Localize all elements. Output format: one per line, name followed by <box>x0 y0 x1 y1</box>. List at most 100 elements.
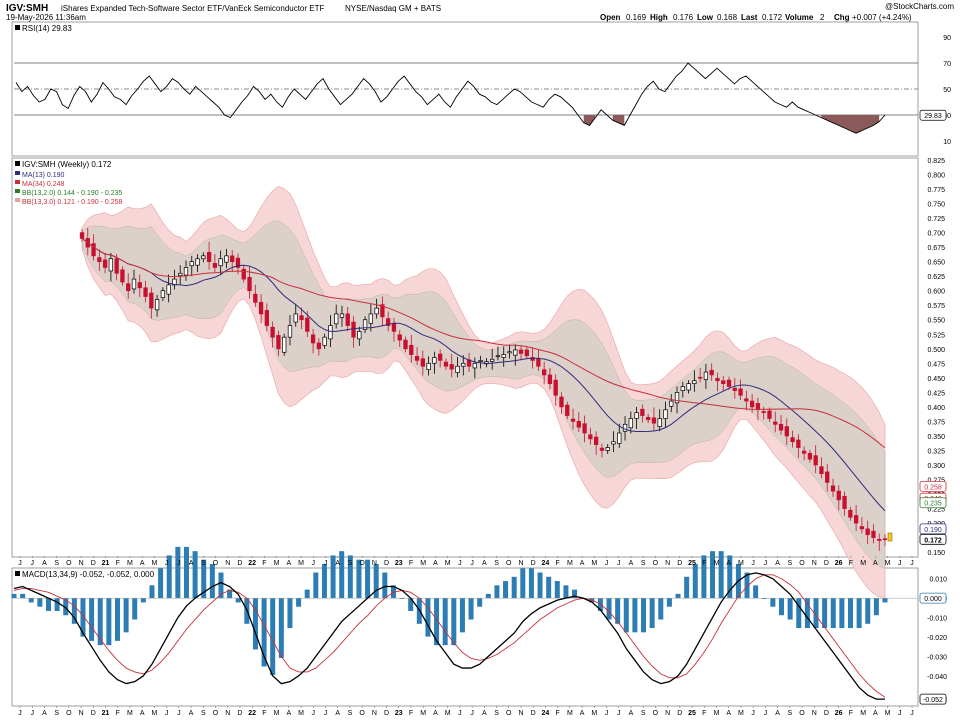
month-tick-label: O <box>66 710 72 717</box>
candle-body <box>79 232 85 239</box>
macd-histogram-bar <box>796 598 802 629</box>
month-tick-label: A <box>873 560 878 567</box>
candle-body <box>807 452 813 460</box>
month-tick-label: M <box>738 710 744 717</box>
macd-histogram-bar <box>330 555 336 599</box>
month-tick-label: D <box>237 710 242 717</box>
price-tick-label: 0.700 <box>927 231 945 238</box>
candle-body <box>518 349 524 354</box>
month-tick-label: S <box>641 560 646 567</box>
rsi-oversold-fill <box>612 115 625 126</box>
macd-tick-label: -0.020 <box>927 635 947 642</box>
candle-body <box>247 276 252 292</box>
macd-histogram-bar <box>252 598 258 650</box>
month-tick-label: M <box>274 560 280 567</box>
candle-body <box>409 344 414 355</box>
candle-body <box>230 255 235 263</box>
macd-histogram-bar <box>606 598 612 620</box>
candle-body <box>455 365 460 373</box>
macd-histogram-bar <box>45 598 51 611</box>
candle-body <box>345 313 350 326</box>
candle-body <box>206 252 212 263</box>
month-tick-label: D <box>384 710 389 717</box>
candle-body <box>391 323 397 332</box>
month-tick-label: D <box>824 710 829 717</box>
month-tick-label: J <box>751 560 755 567</box>
macd-histogram-bar <box>779 598 785 616</box>
macd-indicator: 0.010 0.000 -0.010 -0.020 -0.030 -0.040 -0.052… <box>11 546 947 705</box>
macd-legend-label: MACD(13,34,9) -0.052, -0.052, 0.000 <box>22 570 155 579</box>
price-tick-label: 0.325 <box>927 448 945 455</box>
low-label: Low <box>697 13 714 22</box>
last-label: Last <box>741 13 758 22</box>
month-tick-label: J <box>470 710 474 717</box>
macd-histogram-bar <box>649 598 655 629</box>
macd-histogram-bar <box>106 598 112 646</box>
month-tick-label: O <box>66 560 72 567</box>
candle-body <box>819 466 824 475</box>
candle-body <box>744 398 749 402</box>
candle-body <box>715 378 720 382</box>
macd-tick-label: -0.030 <box>927 654 947 661</box>
month-tick-label: A <box>140 560 145 567</box>
macd-histogram-bar <box>140 598 146 603</box>
price-tick-label: 0.775 <box>927 187 945 194</box>
month-tick-label: 25 <box>688 710 696 717</box>
month-tick-label: J <box>458 710 462 717</box>
open-label: Open <box>600 13 621 22</box>
price-tick-label: 0.600 <box>927 289 945 296</box>
macd-histogram-bar <box>494 585 500 599</box>
candle-body <box>149 292 154 309</box>
month-tick-label: M <box>567 560 573 567</box>
candle-body <box>842 495 847 509</box>
candle-body <box>640 408 645 416</box>
month-tick-label: 22 <box>248 560 256 567</box>
month-tick-label: O <box>653 710 659 717</box>
high-value: 0.176 <box>673 13 694 22</box>
macd-histogram-bar <box>399 598 405 599</box>
month-tick-label: O <box>799 710 805 717</box>
time-axis: J J A S O N D 21 F M A M J J A S O N D 22 F M A M J J A S O N D 23 F M A M J… <box>18 556 914 717</box>
candle-body <box>166 284 171 295</box>
candle-body <box>310 334 316 344</box>
macd-histogram-bar <box>304 589 310 599</box>
month-tick-label: M <box>591 560 597 567</box>
rsi-tick-label: 70 <box>943 61 951 68</box>
price-tick-label: 0.150 <box>927 550 945 557</box>
month-tick-label: J <box>312 560 316 567</box>
month-tick-label: J <box>470 560 474 567</box>
candle-body <box>559 396 564 408</box>
month-tick-label: N <box>372 560 377 567</box>
month-tick-label: F <box>849 710 853 717</box>
macd-histogram-bar <box>485 593 491 599</box>
price-tick-label: 0.625 <box>927 274 945 281</box>
month-tick-label: J <box>617 710 621 717</box>
month-tick-label: 23 <box>395 710 403 717</box>
candle-body <box>362 319 368 330</box>
month-tick-label: A <box>335 560 340 567</box>
candle-body <box>599 447 605 451</box>
rsi-legend-label: RSI(14) 29.83 <box>22 24 72 33</box>
candle-body <box>287 325 293 338</box>
month-tick-label: S <box>54 560 59 567</box>
month-tick-label: J <box>18 560 22 567</box>
macd-histogram-bar <box>373 563 379 599</box>
price-tick-label: 0.400 <box>927 405 945 412</box>
candle-body <box>143 287 148 297</box>
price-tick-label: 0.550 <box>927 318 945 325</box>
macd-histogram-bar <box>572 589 578 599</box>
rsi-tick-label: 30 <box>943 113 951 120</box>
date-label: 19-May-2026 11:36am <box>6 13 86 22</box>
price-tick-label: 0.750 <box>927 202 945 209</box>
candle-body <box>126 283 131 292</box>
candle-body <box>478 360 483 362</box>
macd-histogram-bar <box>434 598 440 646</box>
month-tick-label: N <box>79 560 84 567</box>
month-tick-label: A <box>335 710 340 717</box>
month-tick-label: N <box>225 560 230 567</box>
macd-histogram-bar <box>848 598 854 629</box>
candle-body <box>305 317 310 332</box>
candle-body <box>178 272 183 276</box>
candle-body <box>432 357 437 364</box>
